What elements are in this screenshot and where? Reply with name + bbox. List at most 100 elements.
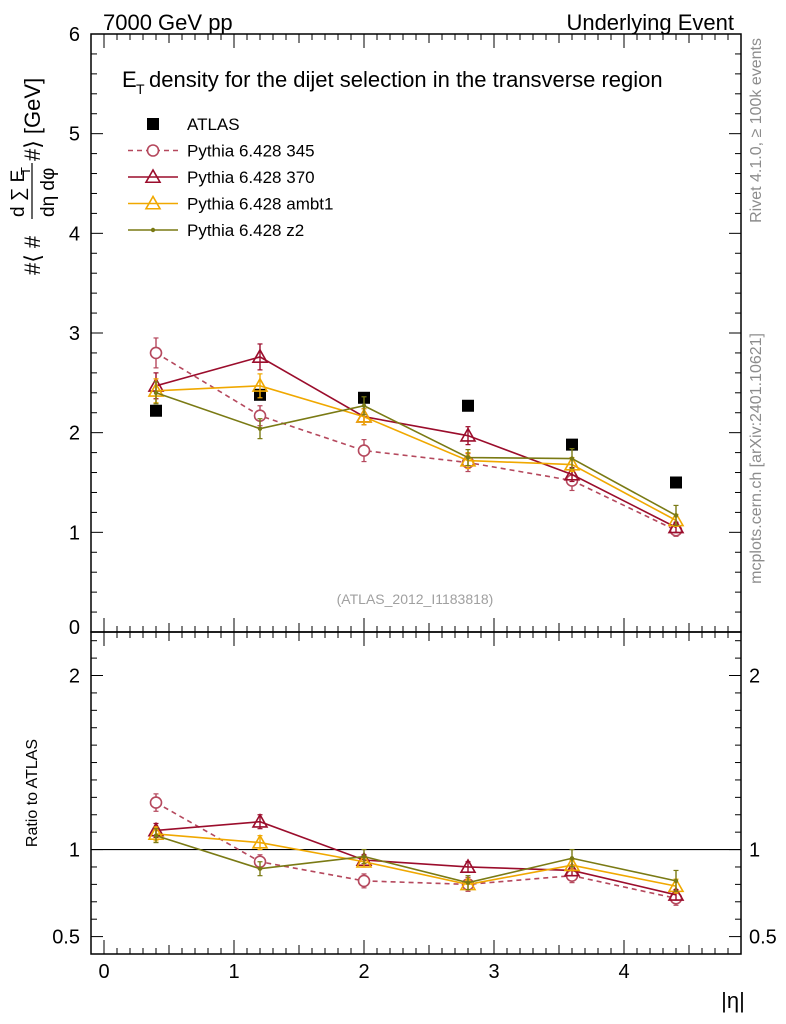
y-label-denominator: dη dφ <box>38 168 59 217</box>
main-point-pythia-6-428-370 <box>667 518 685 534</box>
ratio-axis-ticks: 0.5 0.5 1 1 2 2 <box>52 640 777 955</box>
main-point-atlas <box>150 404 162 417</box>
legend-label: Pythia 6.428 z2 <box>187 221 304 240</box>
main-y-tick-label: 3 <box>69 323 80 345</box>
ratio-y-tick-label: 2 <box>69 666 80 688</box>
main-y-tick-label: 6 <box>69 24 80 46</box>
y-label-numerator: d ∑ E <box>8 170 29 217</box>
main-line-pythia-6-428-ambt1 <box>155 385 677 522</box>
analysis-watermark: (ATLAS_2012_I1183818) <box>337 591 494 607</box>
y-label-hash-open: #⟨ # <box>20 235 45 275</box>
ratio-point-pythia-6-428-z2 <box>257 866 263 871</box>
legend-marker <box>144 194 162 210</box>
ratio-point-pythia-6-428-370 <box>459 858 477 874</box>
main-point-pythia-6-428-z2 <box>673 513 679 518</box>
legend-marker <box>147 118 159 130</box>
main-point-pythia-6-428-ambt1 <box>563 455 581 471</box>
legend-entry-pythia-6-428-370: Pythia 6.428 370 <box>128 168 315 187</box>
ratio-y-tick-label-right: 1 <box>749 840 760 862</box>
ratio-y-tick-label-right: 0.5 <box>749 927 777 949</box>
main-point-pythia-6-428-z2 <box>465 455 471 460</box>
legend: ATLAS Pythia 6.428 345 Pythia 6.428 370 Pyt… <box>128 115 333 240</box>
ratio-point-pythia-6-428-345 <box>357 874 371 888</box>
ratio-point-pythia-6-428-z2 <box>153 833 159 838</box>
legend-marker <box>146 144 160 157</box>
ratio-series-pythia-6-428-ambt1 <box>147 825 685 894</box>
ratio-line-pythia-6-428-370 <box>155 820 677 896</box>
ratio-point-pythia-6-428-ambt1 <box>355 853 373 868</box>
y-label-subscript-t: T <box>18 167 33 175</box>
ratio-point-pythia-6-428-345 <box>149 796 163 809</box>
ratio-point-pythia-6-428-ambt1 <box>251 833 269 849</box>
ratio-point-pythia-6-428-370 <box>251 813 269 828</box>
ratio-y-axis-label: Ratio to ATLAS <box>24 739 41 847</box>
legend-entry-pythia-6-428-z2: Pythia 6.428 z2 <box>128 221 304 240</box>
legend-label: Pythia 6.428 370 <box>187 168 315 187</box>
main-y-axis-label: #⟨ # d ∑ E T dη dφ #⟩ [GeV] <box>8 78 59 275</box>
ratio-line-pythia-6-428-z2 <box>155 834 677 884</box>
main-point-pythia-6-428-345 <box>149 346 163 360</box>
x-axis-ticks: 0 1 2 3 4 <box>98 34 729 983</box>
main-point-pythia-6-428-370 <box>459 427 477 442</box>
ratio-point-pythia-6-428-z2 <box>569 856 575 861</box>
legend-label: Pythia 6.428 ambt1 <box>187 195 333 214</box>
main-point-atlas <box>566 438 578 451</box>
legend-entry-pythia-6-428-ambt1: Pythia 6.428 ambt1 <box>128 195 333 214</box>
main-line-pythia-6-428-370 <box>155 356 677 529</box>
x-tick-label: 1 <box>228 961 239 983</box>
x-tick-label: 0 <box>98 961 109 983</box>
ratio-y-tick-label: 1 <box>69 840 80 862</box>
header-right: Underlying Event <box>566 10 734 35</box>
ratio-y-tick-label-right: 2 <box>749 666 760 688</box>
legend-marker <box>150 227 156 233</box>
ratio-series-group <box>147 793 685 906</box>
main-series-group <box>147 337 685 537</box>
ratio-series-pythia-6-428-z2 <box>153 828 679 892</box>
ratio-line-pythia-6-428-345 <box>155 801 677 900</box>
main-point-pythia-6-428-345 <box>357 444 371 457</box>
ratio-y-tick-label: 0.5 <box>52 927 80 949</box>
main-point-pythia-6-428-z2 <box>361 403 367 408</box>
main-point-pythia-6-428-370 <box>251 348 269 363</box>
plot-title-rest: density for the dijet selection in the t… <box>149 67 663 92</box>
plot-title-e: E <box>122 67 137 92</box>
ratio-point-pythia-6-428-z2 <box>361 854 367 859</box>
ratio-point-pythia-6-428-370 <box>667 886 685 901</box>
main-series-pythia-6-428-z2 <box>153 381 679 526</box>
ratio-line-pythia-6-428-ambt1 <box>155 833 677 887</box>
ratio-point-pythia-6-428-z2 <box>465 880 471 885</box>
main-point-atlas <box>462 399 474 412</box>
main-point-atlas <box>670 476 682 489</box>
main-y-tick-label: 2 <box>69 423 80 445</box>
rivet-version-label: Rivet 4.1.0, ≥ 100k events <box>748 38 765 223</box>
plot-title: E T density for the dijet selection in t… <box>122 67 663 97</box>
x-tick-label: 4 <box>618 961 629 983</box>
main-axis-ticks: 0 1 2 3 4 5 6 <box>69 24 741 639</box>
main-y-tick-label: 5 <box>69 124 80 146</box>
legend-label: Pythia 6.428 345 <box>187 142 315 161</box>
main-series-pythia-6-428-ambt1 <box>147 373 685 527</box>
legend-entry-atlas: ATLAS <box>147 115 240 134</box>
main-point-pythia-6-428-z2 <box>257 426 263 431</box>
main-point-pythia-6-428-z2 <box>153 390 159 395</box>
main-line-pythia-6-428-345 <box>155 352 677 532</box>
x-tick-label: 2 <box>358 961 369 983</box>
x-tick-label: 3 <box>488 961 499 983</box>
mcplots-label: mcplots.cern.ch [arXiv:2401.10621] <box>748 333 765 584</box>
main-series-pythia-6-428-345 <box>149 337 683 537</box>
ratio-plot-frame <box>90 631 742 955</box>
main-point-pythia-6-428-ambt1 <box>251 377 269 392</box>
main-series-pythia-6-428-370 <box>147 343 685 534</box>
main-line-pythia-6-428-z2 <box>155 392 677 517</box>
main-y-tick-label: 1 <box>69 522 80 544</box>
plot-title-subscript: T <box>136 81 145 97</box>
main-point-pythia-6-428-370 <box>563 465 581 481</box>
ratio-point-pythia-6-428-370 <box>563 861 581 877</box>
ratio-point-pythia-6-428-ambt1 <box>563 856 581 872</box>
legend-marker <box>144 168 162 184</box>
main-point-pythia-6-428-z2 <box>569 456 575 461</box>
ratio-point-pythia-6-428-z2 <box>673 878 679 884</box>
main-point-pythia-6-428-ambt1 <box>355 408 373 423</box>
legend-entry-pythia-6-428-345: Pythia 6.428 345 <box>128 142 315 161</box>
